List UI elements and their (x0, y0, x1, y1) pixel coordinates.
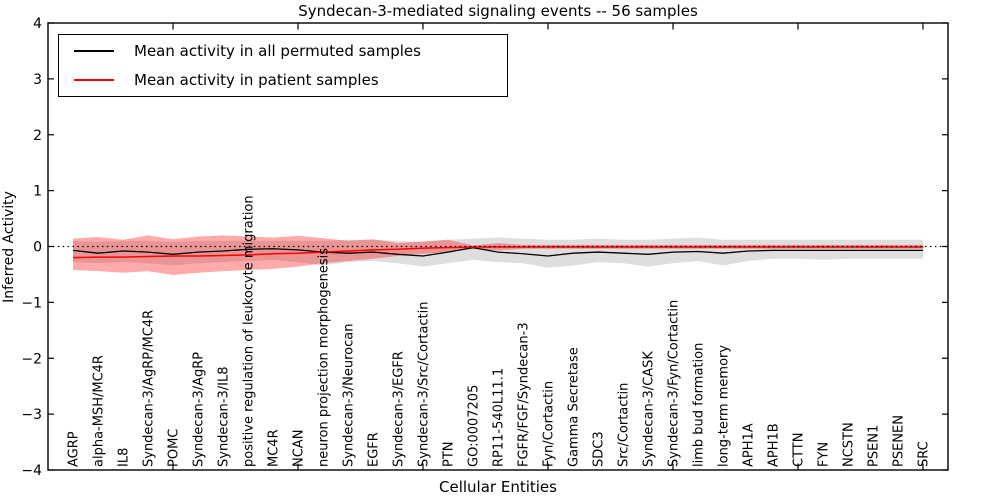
x-category-label: limb bud formation (692, 343, 707, 467)
x-category-label: Src/Cortactin (617, 383, 632, 467)
y-tick-label: 0 (33, 240, 42, 256)
x-category-label: positive regulation of leukocyte migrati… (242, 195, 257, 467)
y-axis-title: Inferred Activity (1, 191, 17, 303)
x-category-label: Syndecan-3/EGFR (392, 351, 407, 467)
legend: Mean activity in all permuted samples Me… (58, 34, 508, 97)
patient-line (72, 246, 923, 259)
legend-item-permuted: Mean activity in all permuted samples (59, 37, 507, 65)
x-category-label: CTTN (792, 433, 807, 467)
x-category-label: NCSTN (842, 422, 857, 467)
legend-label-patient: Mean activity in patient samples (134, 71, 379, 90)
x-category-label: Syndecan-3/AgRP (192, 352, 207, 467)
x-category-label: alpha-MSH/MC4R (92, 355, 107, 467)
permuted-line (72, 246, 923, 257)
x-category-label: neuron projection morphogenesis (317, 248, 332, 467)
x-category-label: FYN (817, 442, 832, 467)
y-tick-label: 2 (33, 128, 42, 144)
x-category-label: IL8 (117, 448, 132, 467)
patient-line-sample (74, 79, 114, 82)
x-category-label: APH1A (742, 423, 757, 467)
x-category-label: NCAN (292, 430, 307, 467)
patient-band (73, 235, 923, 275)
y-tick-label: 3 (33, 72, 42, 88)
x-category-label: APH1B (767, 423, 782, 467)
x-category-label: MC4R (267, 429, 282, 467)
permuted-line-sample (74, 49, 114, 52)
y-tick-label: −4 (21, 463, 42, 479)
x-category-label: GO:0007205 (467, 385, 482, 467)
y-tick-label: 1 (33, 184, 42, 200)
legend-label-permuted: Mean activity in all permuted samples (134, 41, 421, 60)
x-category-label: EGFR (367, 432, 382, 467)
x-category-label: Syndecan-3/AgRP/MC4R (142, 310, 157, 467)
x-category-label: PSENEN (892, 415, 907, 467)
legend-item-patient: Mean activity in patient samples (59, 66, 507, 94)
x-category-label: AGRP (67, 431, 82, 467)
y-tick-label: −2 (21, 351, 42, 367)
y-tick-label: 4 (33, 16, 42, 32)
x-category-label: Syndecan-3/IL8 (217, 367, 232, 467)
chart-title: Syndecan-3-mediated signaling events -- … (298, 2, 698, 20)
x-category-label: PSEN1 (867, 425, 882, 467)
x-category-label: long-term memory (717, 345, 732, 467)
x-category-label: RP11-540L11.1 (492, 368, 507, 467)
x-category-label: Syndecan-3/CASK (642, 351, 657, 467)
y-tick-label: −1 (21, 295, 42, 311)
x-category-label: FGFR/FGF/Syndecan-3 (517, 322, 532, 467)
x-category-label: Fyn/Cortactin (542, 381, 557, 467)
x-category-label: Gamma Secretase (567, 347, 582, 467)
x-axis-title: Cellular Entities (439, 478, 557, 496)
x-category-label: Syndecan-3/Neurocan (342, 324, 357, 467)
x-category-label: SRC (917, 441, 932, 467)
x-category-label: Syndecan-3/Src/Cortactin (417, 301, 432, 467)
y-tick-label: −3 (21, 407, 42, 423)
x-category-label: SDC3 (592, 431, 607, 467)
x-category-label: Syndecan-3/Fyn/Cortactin (667, 300, 682, 467)
x-category-label: POMC (167, 429, 182, 467)
x-category-label: PTN (442, 441, 457, 467)
axes-frame (47, 22, 949, 471)
